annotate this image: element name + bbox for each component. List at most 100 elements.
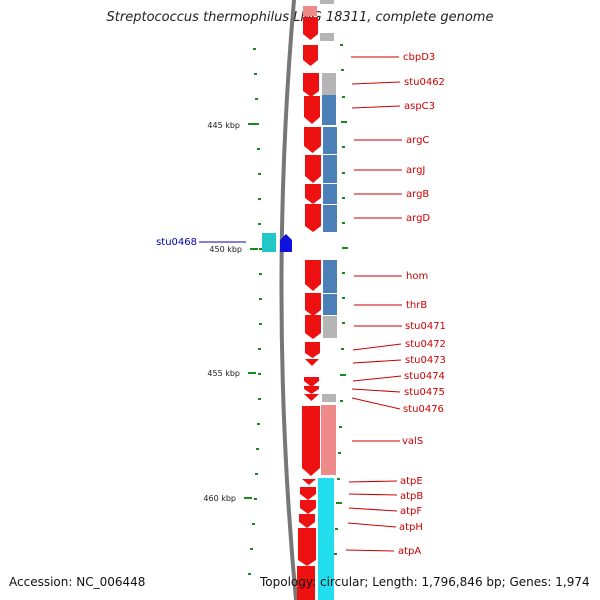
cds-arrow xyxy=(300,487,316,500)
cds-arrow xyxy=(305,204,321,232)
gene-leader xyxy=(345,549,395,552)
major-tick xyxy=(244,497,252,499)
right-tick xyxy=(342,272,345,274)
gene-leader xyxy=(351,388,401,393)
minor-tick xyxy=(255,473,258,475)
right-tick xyxy=(341,121,347,123)
right-tick xyxy=(340,374,346,376)
gene-label: stu0476 xyxy=(403,404,444,415)
feature-teal xyxy=(262,233,276,252)
feature-gray xyxy=(320,0,334,4)
right-tick xyxy=(341,348,344,350)
gene-leader xyxy=(352,375,402,382)
gene-leader xyxy=(351,81,401,85)
ruler-minor-ticks xyxy=(248,48,262,575)
cds-arrow xyxy=(298,528,316,566)
right-tick xyxy=(342,297,345,299)
gene-leader xyxy=(352,359,402,364)
external-gene-stu0468: stu0468 xyxy=(156,233,292,252)
cds-arrow xyxy=(300,500,316,514)
minor-tick xyxy=(259,273,262,275)
gene-label: stu0471 xyxy=(405,321,446,332)
gene-leader xyxy=(347,522,397,528)
cds-arrow xyxy=(305,155,321,183)
gene-label: thrB xyxy=(406,300,427,311)
cds-arrow xyxy=(303,73,319,97)
minor-tick xyxy=(259,323,262,325)
feature-blue xyxy=(323,260,337,293)
gene-label: aspC3 xyxy=(404,101,435,112)
right-tick xyxy=(341,69,344,71)
right-tick xyxy=(342,96,345,98)
minor-tick xyxy=(255,98,258,100)
major-tick xyxy=(248,372,256,374)
minor-tick xyxy=(257,423,260,425)
cds-arrow xyxy=(304,394,319,401)
cds-arrow xyxy=(304,96,320,124)
right-tick xyxy=(340,400,343,402)
gene-label: atpH xyxy=(399,522,423,533)
right-tick xyxy=(334,553,337,555)
gene-label: argD xyxy=(406,213,430,224)
minor-tick xyxy=(254,73,257,75)
scale-label: 450 kbp xyxy=(209,245,242,254)
minor-tick xyxy=(250,548,253,550)
minor-tick xyxy=(258,373,261,375)
right-tick xyxy=(342,197,345,199)
gene-leader xyxy=(351,105,401,109)
cds-arrow xyxy=(305,359,319,366)
scale-label: 455 kbp xyxy=(207,369,240,378)
right-tick xyxy=(339,426,342,428)
right-tick xyxy=(337,478,340,480)
minor-tick xyxy=(257,148,260,150)
feature-blue xyxy=(323,205,337,232)
scale-label: 460 kbp xyxy=(203,494,236,503)
gene-label: stu0473 xyxy=(405,355,446,366)
major-tick xyxy=(248,123,256,125)
gene-label: hom xyxy=(406,271,428,282)
feature-blue xyxy=(323,294,337,315)
gene-leader xyxy=(348,507,398,512)
cds-arrow xyxy=(299,514,315,528)
cds-arrow xyxy=(305,260,321,291)
right-tick xyxy=(342,247,348,249)
minor-tick xyxy=(254,498,257,500)
feature-pink xyxy=(303,6,317,16)
topology-value: Topology: circular; Length: 1,796,846 bp… xyxy=(260,575,590,589)
right-tick xyxy=(340,44,343,46)
gene-label: stu0474 xyxy=(404,371,445,382)
gene-label: argC xyxy=(406,135,429,146)
right-tick xyxy=(336,502,342,504)
minor-tick xyxy=(258,398,261,400)
gene-label: atpE xyxy=(400,476,423,487)
gene-label: cbpD3 xyxy=(403,52,435,63)
map-title: Streptococcus thermophilus LMG 18311, co… xyxy=(106,10,494,25)
gene-label: valS xyxy=(402,436,423,447)
minor-tick xyxy=(258,173,261,175)
feature-pink xyxy=(321,405,336,475)
feature-blue xyxy=(323,155,337,183)
minor-tick xyxy=(258,223,261,225)
right-tick xyxy=(338,452,341,454)
cds-block xyxy=(297,566,315,600)
minor-tick xyxy=(256,123,259,125)
ruler-major: 445 kbp 450 kbp 455 kbp 460 kbp xyxy=(203,121,258,503)
minor-tick xyxy=(259,298,262,300)
gene-leader xyxy=(352,343,402,351)
right-tick xyxy=(342,172,345,174)
cds-arrow xyxy=(304,127,321,153)
right-tick xyxy=(335,528,338,530)
feature-blue xyxy=(323,127,337,154)
gene-leader xyxy=(351,397,401,410)
gene-leader xyxy=(348,493,398,496)
feature-gray xyxy=(320,33,334,41)
scale-label: 445 kbp xyxy=(207,121,240,130)
minor-tick xyxy=(259,248,262,250)
cds-arrow xyxy=(305,315,321,339)
gene-labels: cbpD3 stu0462 aspC3 argC argJ argB argD … xyxy=(398,52,446,557)
gene-label: atpF xyxy=(400,506,422,517)
cds-arrow xyxy=(305,293,321,316)
gene-label: atpA xyxy=(398,546,421,557)
feature-blue xyxy=(322,95,336,125)
